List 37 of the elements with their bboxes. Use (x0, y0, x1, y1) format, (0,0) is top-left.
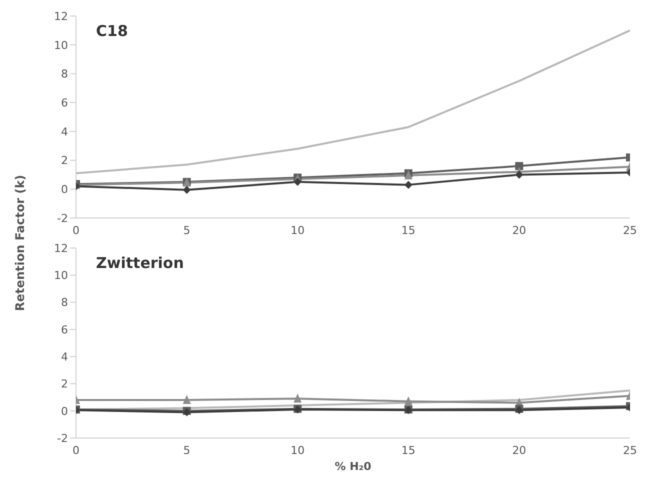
x-tick-label: 5 (183, 444, 190, 457)
y-tick-label: 6 (61, 96, 68, 110)
y-axis-title: Retention Factor (k) (13, 174, 27, 312)
y-tick-label: 10 (54, 38, 68, 52)
y-tick-label: -2 (57, 212, 68, 225)
x-tick-label: 15 (401, 444, 416, 457)
x-tick-label: 15 (401, 224, 416, 237)
y-tick-label: 0 (61, 183, 68, 196)
x-tick-label: 0 (72, 224, 80, 237)
chart-title: Zwitterion (96, 254, 184, 272)
text: C18 (96, 22, 128, 40)
y-tick-label: 12 (54, 242, 68, 255)
x-tick-label: 25 (623, 444, 637, 457)
x-tick-label: 10 (290, 224, 305, 237)
y-tick-label: 0 (61, 404, 68, 418)
point (515, 170, 524, 179)
y-tick-label: 2 (61, 154, 68, 168)
point (182, 186, 191, 194)
y-tick-label: 10 (54, 269, 68, 282)
x-tick-label: 10 (290, 444, 305, 457)
y-tick-label: 4 (61, 350, 68, 364)
y-tick-label: 4 (61, 125, 68, 138)
x-tick-label: 20 (512, 444, 526, 457)
x-tick-label: 0 (72, 444, 80, 457)
x-tick-label: 5 (183, 224, 190, 237)
y-tick-label: 6 (61, 323, 68, 336)
y-tick-label: 8 (61, 296, 68, 310)
x-axis-title: % H₂0 (334, 460, 372, 473)
point (515, 162, 524, 170)
point (294, 178, 302, 186)
y-tick-label: 12 (54, 10, 68, 23)
y-tick-label: 8 (61, 68, 68, 81)
x-tick-label: 20 (512, 224, 526, 237)
point (404, 180, 412, 189)
x-tick-label: 25 (623, 224, 637, 237)
y-tick-label: 2 (61, 378, 68, 391)
y-tick-label: -2 (57, 432, 68, 445)
